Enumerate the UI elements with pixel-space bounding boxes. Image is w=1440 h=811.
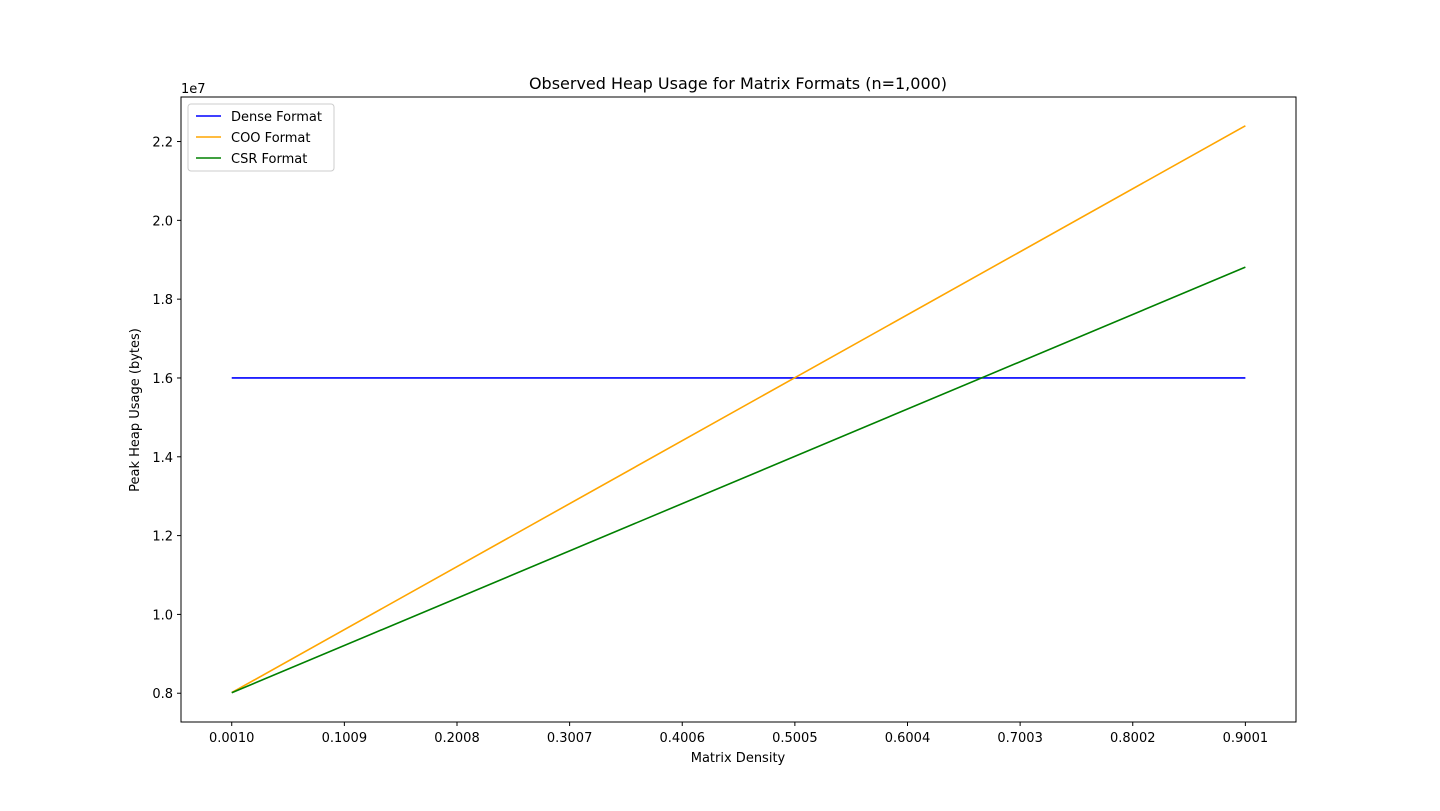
- legend-item: Dense Format: [196, 110, 322, 125]
- series-line-coo-format: [231, 125, 1246, 694]
- legend-item: CSR Format: [196, 152, 307, 167]
- y-tick-label: 1.0: [152, 608, 173, 623]
- x-tick-label: 0.3007: [547, 731, 593, 746]
- y-tick-label: 1.4: [152, 451, 173, 466]
- x-tick-label: 0.2008: [434, 731, 480, 746]
- x-axis-label: Matrix Density: [691, 751, 786, 766]
- x-tick-label: 0.4006: [659, 731, 705, 746]
- series-group: [231, 125, 1246, 694]
- plot-area: [180, 96, 1297, 723]
- legend: Dense Format COO Format CSR Format: [187, 103, 335, 172]
- x-tick-label: 0.8002: [1110, 731, 1156, 746]
- chart-title: Observed Heap Usage for Matrix Formats (…: [529, 74, 947, 93]
- y-axis-label: Peak Heap Usage (bytes): [128, 328, 143, 492]
- series-line-csr-format: [231, 266, 1246, 694]
- x-tick-label: 0.0010: [209, 731, 255, 746]
- x-tick-label: 0.5005: [772, 731, 818, 746]
- y-tick-label: 0.8: [152, 687, 173, 702]
- y-tick-label: 1.2: [152, 530, 173, 545]
- x-tick-label: 0.9001: [1223, 731, 1269, 746]
- legend-item: COO Format: [196, 131, 311, 146]
- y-tick-label: 1.8: [152, 293, 173, 308]
- legend-label: Dense Format: [231, 110, 322, 125]
- y-tick-label: 2.0: [152, 214, 173, 229]
- y-tick-label: 2.2: [152, 136, 173, 151]
- x-tick-label: 0.1009: [322, 731, 368, 746]
- y-axis-offset-label: 1e7: [181, 82, 206, 97]
- plot-frame: [180, 96, 1297, 723]
- y-axis-ticks: 0.8 1.0 1.2 1.4 1.6 1.8 2.0 2.2: [152, 136, 181, 702]
- legend-label: COO Format: [231, 131, 311, 146]
- legend-box: [187, 103, 335, 172]
- y-tick-label: 1.6: [152, 372, 173, 387]
- x-axis-ticks: 0.0010 0.1009 0.2008 0.3007 0.4006 0.5005 0.60…: [209, 722, 1268, 746]
- legend-label: CSR Format: [231, 152, 307, 167]
- x-tick-label: 0.6004: [885, 731, 931, 746]
- legend-items: Dense Format COO Format CSR Format: [196, 110, 322, 167]
- x-tick-label: 0.7003: [997, 731, 1043, 746]
